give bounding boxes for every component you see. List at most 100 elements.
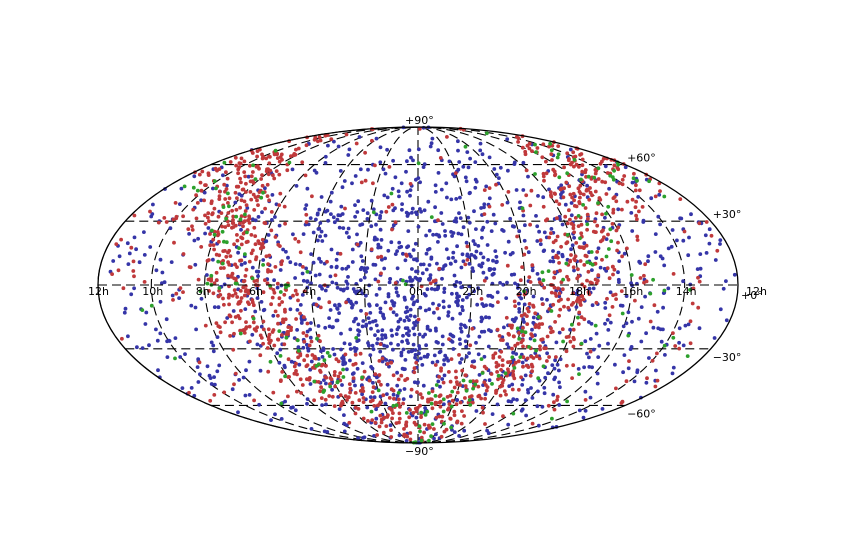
point-1402	[288, 260, 293, 265]
point-1447	[293, 408, 298, 413]
point-2996	[227, 204, 231, 209]
point-1081	[273, 215, 277, 219]
point-2634	[530, 364, 535, 369]
point-830	[132, 286, 137, 291]
point-2018	[391, 373, 396, 378]
point-1110	[350, 305, 354, 310]
point-1474	[530, 268, 535, 273]
point-1823	[304, 333, 309, 338]
point-1278	[316, 324, 321, 328]
point-2149	[556, 286, 560, 291]
point-2799	[497, 334, 502, 338]
point-605	[636, 195, 641, 199]
point-2315	[426, 397, 430, 402]
point-821	[460, 298, 465, 302]
point-2003	[226, 201, 230, 205]
point-2373	[430, 406, 435, 411]
point-1098	[399, 181, 404, 186]
point-1792	[518, 278, 523, 283]
point-1802	[576, 267, 580, 272]
point-2657	[578, 259, 583, 263]
point-2360	[313, 354, 317, 359]
point-2917	[576, 315, 580, 320]
point-906	[420, 363, 425, 367]
point-2266	[388, 406, 393, 411]
point-969	[473, 160, 478, 165]
point-2995	[216, 259, 221, 264]
point-2858	[592, 175, 597, 180]
point-984	[470, 359, 475, 364]
point-1111	[330, 387, 334, 392]
point-953	[488, 267, 493, 271]
point-2912	[238, 217, 243, 222]
point-1617	[635, 234, 640, 239]
point-364	[346, 275, 350, 279]
point-1330	[466, 215, 471, 220]
point-1329	[410, 348, 415, 353]
point-2532	[233, 223, 238, 228]
point-2519	[429, 397, 434, 402]
point-1359	[480, 302, 485, 306]
point-1445	[407, 329, 411, 333]
point-1940	[390, 227, 394, 232]
point-1401	[308, 216, 313, 221]
point-879	[439, 211, 444, 215]
point-142	[348, 327, 353, 332]
point-2731	[292, 364, 297, 369]
point-1838	[203, 213, 207, 218]
point-922	[359, 265, 364, 270]
point-1104	[360, 392, 364, 397]
point-1240	[365, 405, 370, 410]
point-339	[515, 397, 519, 402]
point-1082	[298, 262, 302, 267]
point-2884	[429, 215, 434, 220]
meridian-10h	[150, 126, 419, 444]
point-2102	[266, 269, 270, 274]
point-377	[345, 282, 350, 286]
point-1567	[549, 290, 554, 295]
point-705	[311, 260, 316, 265]
point-47	[192, 393, 197, 398]
point-931	[168, 226, 173, 231]
point-151	[433, 183, 438, 188]
point-1126	[474, 227, 478, 232]
point-269	[383, 401, 388, 406]
point-2106	[269, 269, 273, 274]
point-2526	[377, 373, 382, 377]
lat-tick-2: +30°	[713, 208, 742, 221]
point-320	[557, 368, 561, 373]
point-1028	[231, 309, 236, 313]
point-2074	[643, 262, 648, 267]
point-795	[454, 197, 459, 201]
point-900	[401, 333, 405, 338]
point-510	[391, 310, 396, 315]
point-1898	[448, 416, 453, 421]
point-2580	[280, 259, 284, 263]
point-2187	[504, 392, 508, 397]
point-1743	[296, 146, 301, 151]
point-1700	[280, 370, 285, 374]
point-878	[375, 375, 379, 380]
point-1504	[535, 146, 540, 150]
point-1796	[187, 390, 191, 395]
point-1960	[531, 303, 535, 308]
point-2118	[210, 212, 215, 217]
point-2257	[487, 204, 492, 209]
point-2254	[239, 180, 243, 185]
point-114	[305, 186, 310, 191]
point-2201	[572, 230, 576, 235]
point-790	[515, 283, 520, 287]
point-2090	[499, 368, 503, 372]
point-2044	[449, 357, 454, 361]
point-2065	[495, 327, 500, 332]
point-2716	[542, 178, 546, 183]
point-2718	[566, 277, 571, 282]
point-1753	[540, 155, 545, 160]
point-1234	[540, 297, 544, 301]
point-2584	[281, 320, 286, 325]
point-2597	[324, 375, 329, 380]
point-2329	[409, 387, 414, 392]
point-1561	[271, 173, 275, 178]
point-653	[616, 207, 621, 212]
point-2045	[552, 285, 557, 290]
